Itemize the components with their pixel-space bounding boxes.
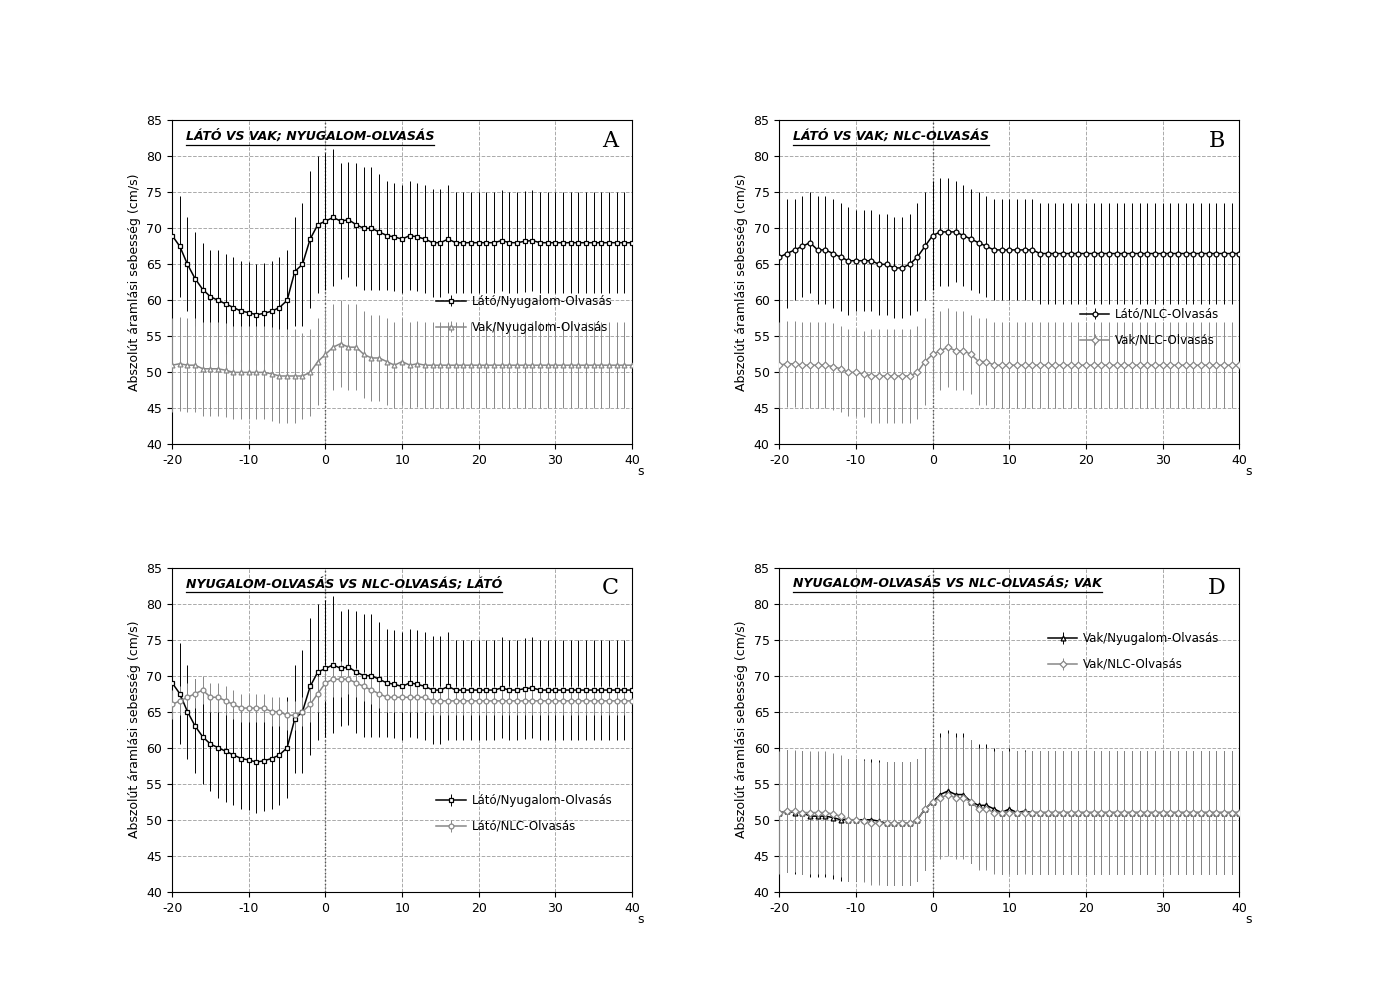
- Text: NYUGALOM-OLVASÁS VS NLC-OLVASÁS; LÁTÓ: NYUGALOM-OLVASÁS VS NLC-OLVASÁS; LÁTÓ: [186, 577, 503, 590]
- Text: C: C: [602, 577, 618, 599]
- Text: s: s: [1245, 913, 1252, 926]
- Y-axis label: Abszolút áramlási sebesség (cm/s): Abszolút áramlási sebesség (cm/s): [128, 621, 140, 839]
- Y-axis label: Abszolút áramlási sebesség (cm/s): Abszolút áramlási sebesség (cm/s): [735, 621, 748, 839]
- Text: A: A: [602, 130, 618, 152]
- Text: LÁTÓ VS VAK; NLC-OLVASÁS: LÁTÓ VS VAK; NLC-OLVASÁS: [793, 130, 989, 143]
- Text: D: D: [1208, 577, 1226, 599]
- Y-axis label: Abszolút áramlási sebesség (cm/s): Abszolút áramlási sebesség (cm/s): [735, 173, 748, 391]
- Text: s: s: [638, 466, 644, 479]
- Text: LÁTÓ VS VAK; NYUGALOM-OLVASÁS: LÁTÓ VS VAK; NYUGALOM-OLVASÁS: [186, 130, 434, 143]
- Text: s: s: [1245, 466, 1252, 479]
- Legend: Látó/NLC-Olvasás, Vak/NLC-Olvasás: Látó/NLC-Olvasás, Vak/NLC-Olvasás: [1080, 308, 1220, 347]
- Text: s: s: [638, 913, 644, 926]
- Text: NYUGALOM-OLVASÁS VS NLC-OLVASÁS; VAK: NYUGALOM-OLVASÁS VS NLC-OLVASÁS; VAK: [793, 577, 1102, 590]
- Y-axis label: Abszolút áramlási sebesség (cm/s): Abszolút áramlási sebesség (cm/s): [128, 173, 140, 391]
- Legend: Látó/Nyugalom-Olvasás, Látó/NLC-Olvasás: Látó/Nyugalom-Olvasás, Látó/NLC-Olvasás: [437, 794, 613, 833]
- Legend: Látó/Nyugalom-Olvasás, Vak/Nyugalom-Olvasás: Látó/Nyugalom-Olvasás, Vak/Nyugalom-Olva…: [437, 295, 613, 334]
- Text: B: B: [1209, 130, 1226, 152]
- Legend: Vak/Nyugalom-Olvasás, Vak/NLC-Olvasás: Vak/Nyugalom-Olvasás, Vak/NLC-Olvasás: [1048, 632, 1220, 671]
